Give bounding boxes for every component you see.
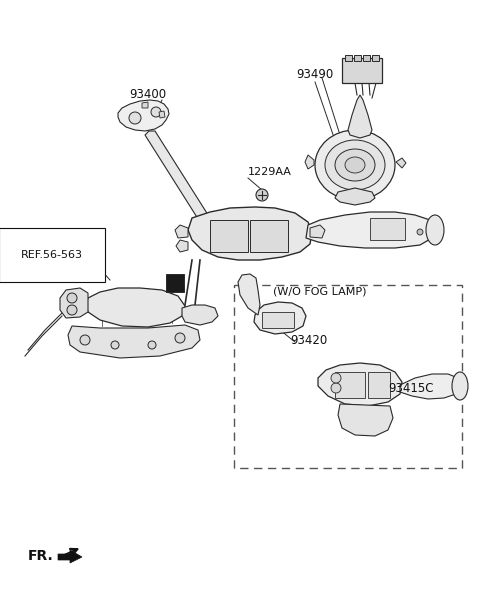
Polygon shape [238,274,260,315]
Ellipse shape [345,157,365,173]
Bar [342,58,382,83]
Bar [166,274,184,292]
Polygon shape [86,288,185,327]
Circle shape [148,341,156,349]
Polygon shape [318,363,402,406]
Ellipse shape [315,130,395,200]
Circle shape [417,229,423,235]
Polygon shape [335,188,375,205]
Text: 93490: 93490 [296,69,334,81]
Bar [335,372,365,398]
Bar [368,372,390,398]
Polygon shape [145,131,218,228]
Bar [372,55,379,61]
Polygon shape [118,100,169,131]
Circle shape [175,333,185,343]
Circle shape [111,341,119,349]
Polygon shape [68,325,200,358]
Polygon shape [58,550,82,563]
Circle shape [67,305,77,315]
Polygon shape [305,155,314,169]
Ellipse shape [426,215,444,245]
Ellipse shape [335,149,375,181]
Text: (W/O FOG LAMP): (W/O FOG LAMP) [273,287,367,297]
Polygon shape [348,95,372,138]
Text: 1229AA: 1229AA [248,167,292,177]
Bar [370,218,405,240]
Polygon shape [396,158,406,168]
Polygon shape [338,404,393,436]
Bar [345,55,352,61]
Bar [354,55,361,61]
Text: 93420: 93420 [290,333,327,347]
Bar [262,312,294,328]
Polygon shape [310,225,325,238]
Ellipse shape [452,372,468,400]
Circle shape [151,107,161,117]
Circle shape [129,112,141,124]
Bar [250,220,288,252]
Polygon shape [182,305,218,325]
Circle shape [256,189,268,201]
Bar [363,55,370,61]
Polygon shape [60,288,88,318]
Text: FR.: FR. [28,549,54,563]
Text: REF.56-563: REF.56-563 [21,250,83,260]
Ellipse shape [325,140,385,190]
Polygon shape [159,111,165,118]
Polygon shape [142,102,148,108]
Polygon shape [254,302,306,334]
Bar [234,285,462,468]
Circle shape [80,335,90,345]
Polygon shape [400,374,460,399]
Polygon shape [176,240,188,252]
Polygon shape [188,207,312,260]
Circle shape [331,373,341,383]
Polygon shape [306,212,435,248]
Text: 93400: 93400 [130,89,167,101]
Bar [210,220,248,252]
Polygon shape [175,225,188,238]
Text: 93415C: 93415C [388,382,433,394]
Circle shape [331,383,341,393]
Circle shape [67,293,77,303]
